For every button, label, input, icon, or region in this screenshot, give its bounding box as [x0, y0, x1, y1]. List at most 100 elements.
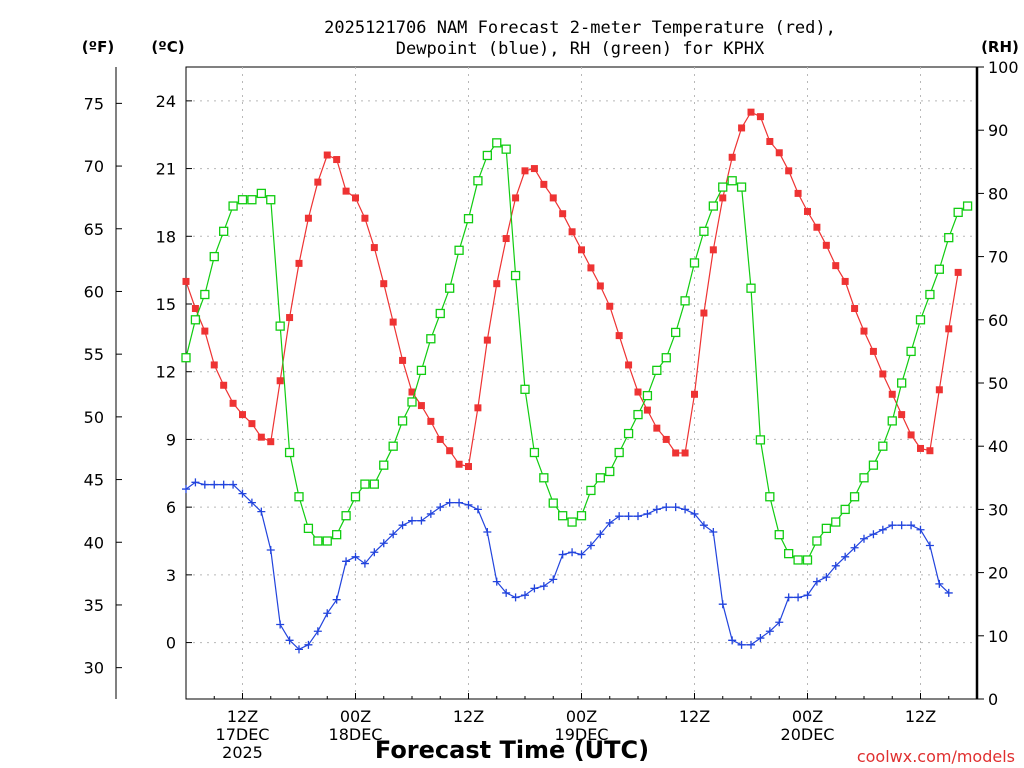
rh-point — [510, 270, 521, 281]
dewpoint-point — [925, 541, 934, 550]
rh-point — [633, 409, 643, 420]
x-tick-label: 12Z — [227, 707, 258, 726]
rh-tick-label: 80 — [988, 184, 1008, 203]
celsius-unit-label: (ºC) — [151, 38, 184, 56]
rh-point — [529, 447, 540, 458]
temperature-point — [408, 388, 416, 396]
rh-tick-label: 0 — [988, 690, 998, 709]
dewpoint-point — [624, 512, 633, 521]
temperature-point — [210, 361, 218, 369]
dewpoint-point — [323, 609, 332, 618]
rh-point — [247, 195, 257, 205]
rh-point — [360, 479, 370, 489]
rh-point — [567, 517, 577, 527]
dewpoint-point — [408, 516, 416, 525]
temperature-point — [239, 411, 246, 419]
x-tick-label: 12Z — [905, 707, 936, 726]
dewpoint-point — [737, 640, 746, 649]
temperature-point — [314, 178, 322, 186]
fahrenheit-tick-label: 45 — [84, 471, 104, 490]
dewpoint-point — [643, 509, 652, 518]
rh-point — [275, 321, 285, 331]
rh-point — [925, 289, 935, 300]
temperature-point — [832, 262, 840, 270]
dewpoint-point — [229, 480, 238, 489]
rh-tick-label: 20 — [988, 564, 1008, 583]
celsius-tick-label: 12 — [156, 363, 176, 382]
rh-point — [887, 416, 897, 426]
rh-point — [237, 195, 248, 205]
temperature-point — [493, 280, 501, 288]
dewpoint-point — [530, 584, 539, 593]
dewpoint-point — [389, 530, 398, 539]
temperature-point — [917, 444, 924, 452]
temperature-point — [879, 370, 887, 378]
dewpoint-point — [907, 521, 916, 530]
dewpoint-point — [558, 550, 567, 559]
temperature-point — [691, 390, 698, 398]
rh-point — [623, 428, 634, 439]
temperature-point — [822, 241, 830, 249]
temperature-point — [342, 187, 350, 195]
dewpoint-point — [671, 503, 680, 512]
dewpoint-point — [756, 634, 765, 643]
dewpoint-point — [426, 509, 435, 518]
dewpoint-point — [634, 512, 642, 521]
rh-point — [181, 353, 191, 363]
grid-lines — [186, 67, 977, 699]
rh-point — [746, 283, 756, 293]
fahrenheit-tick-label: 75 — [84, 94, 104, 113]
rh-point — [708, 201, 718, 211]
dewpoint-point — [417, 516, 426, 525]
rh-point — [614, 447, 624, 458]
dewpoint-point — [775, 618, 784, 627]
dewpoint-point — [266, 546, 275, 555]
dewpoint-point — [200, 480, 209, 489]
celsius-tick-label: 9 — [166, 430, 176, 449]
rh-point — [755, 435, 766, 445]
rh-point — [962, 201, 973, 211]
temperature-point — [286, 314, 294, 322]
rh-tick-label: 10 — [988, 627, 1008, 646]
temperature-point — [766, 137, 774, 145]
credit-link[interactable]: coolwx.com/models — [857, 747, 1015, 766]
dewpoint-point — [944, 588, 953, 597]
temperature-point — [681, 449, 689, 457]
dewpoint-point — [869, 530, 878, 539]
rh-point — [473, 176, 483, 186]
celsius-tick-label: 21 — [156, 160, 176, 179]
dewpoint-point — [794, 593, 803, 602]
rh-point — [793, 555, 803, 565]
temperature-point — [606, 302, 614, 310]
rh-point — [906, 346, 916, 357]
temperature-point — [794, 189, 802, 197]
rh-point — [727, 176, 737, 186]
rh-point — [454, 245, 464, 255]
dewpoint-point — [841, 552, 850, 561]
temperature-point — [728, 153, 736, 161]
rh-point — [313, 536, 323, 546]
rh-point — [294, 492, 304, 502]
fahrenheit-tick-label: 30 — [84, 659, 104, 678]
rh-point — [416, 365, 427, 376]
temperature-point — [785, 167, 793, 175]
dewpoint-point — [436, 503, 445, 512]
fahrenheit-tick-label: 70 — [84, 157, 104, 176]
temperature-point — [446, 447, 454, 455]
celsius-tick-label: 0 — [166, 634, 176, 653]
x-tick-label: 2025 — [222, 743, 263, 762]
temperature-point — [201, 327, 209, 335]
dewpoint-point — [568, 548, 577, 557]
temperature-point — [709, 246, 717, 254]
temperature-point — [229, 399, 237, 407]
temperature-point — [935, 386, 943, 394]
celsius-tick-label: 6 — [166, 498, 176, 517]
dewpoint-point — [521, 591, 529, 600]
temperature-point — [370, 244, 378, 252]
rh-point — [284, 447, 295, 458]
temperature-point — [521, 167, 529, 175]
rh-point — [303, 523, 314, 534]
rh-point — [219, 226, 229, 236]
dewpoint-point — [295, 645, 303, 654]
